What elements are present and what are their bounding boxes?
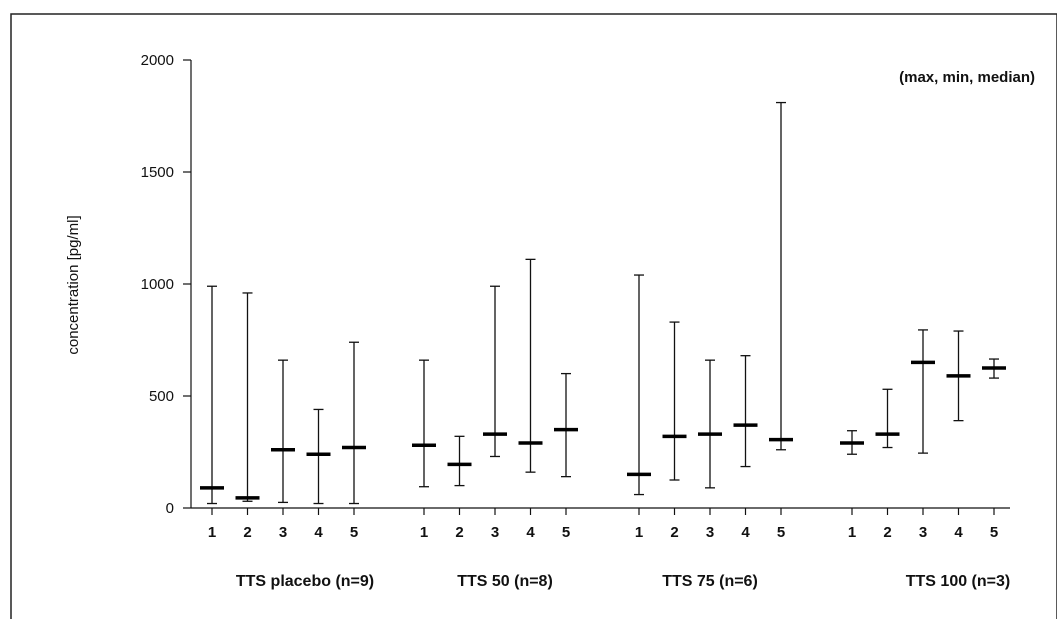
group-labels: TTS placebo (n=9) TTS 50 (n=8) TTS 75 (n=6…	[236, 573, 1010, 590]
x-tick-label: 3	[279, 524, 287, 541]
range-marks	[200, 101, 1006, 505]
x-tick-label: 2	[883, 524, 891, 541]
x-tick-label: 5	[350, 524, 358, 541]
y-tick-label: 0	[166, 500, 174, 517]
x-tick-label: 2	[670, 524, 678, 541]
y-tick-label: 1500	[141, 164, 174, 181]
x-tick-label: 3	[491, 524, 499, 541]
group-label: TTS placebo (n=9)	[236, 573, 374, 590]
x-tick-label: 5	[990, 524, 998, 541]
x-tick-label: 2	[455, 524, 463, 541]
x-tick-label: 1	[208, 524, 216, 541]
x-tick-label: 1	[635, 524, 643, 541]
x-tick-label: 1	[420, 524, 428, 541]
x-tick-label: 5	[777, 524, 785, 541]
x-tick-label: 3	[919, 524, 927, 541]
y-tick-label: 1000	[141, 276, 174, 293]
x-tick-label: 4	[314, 524, 323, 541]
group-label: TTS 75 (n=6)	[662, 573, 758, 590]
x-tick-label: 1	[848, 524, 856, 541]
chart-annotation: (max, min, median)	[899, 69, 1035, 86]
x-ticks: 1 2 3 4 5 1 2 3 4 5 1 2 3 4 5 1 2 3 4 5	[208, 508, 998, 541]
x-tick-label: 4	[954, 524, 963, 541]
group-label: TTS 100 (n=3)	[906, 573, 1010, 590]
y-tick-label: 2000	[141, 52, 174, 69]
x-tick-label: 2	[243, 524, 251, 541]
x-tick-label: 4	[526, 524, 535, 541]
x-tick-label: 4	[741, 524, 750, 541]
chart-border	[10, 13, 1057, 624]
x-tick-label: 5	[562, 524, 570, 541]
group-label: TTS 50 (n=8)	[457, 573, 553, 590]
y-ticks: 0 500 1000 1500 2000	[141, 52, 191, 517]
y-axis-label: concentration [pg/ml]	[65, 215, 82, 354]
x-tick-label: 3	[706, 524, 714, 541]
y-tick-label: 500	[149, 388, 174, 405]
